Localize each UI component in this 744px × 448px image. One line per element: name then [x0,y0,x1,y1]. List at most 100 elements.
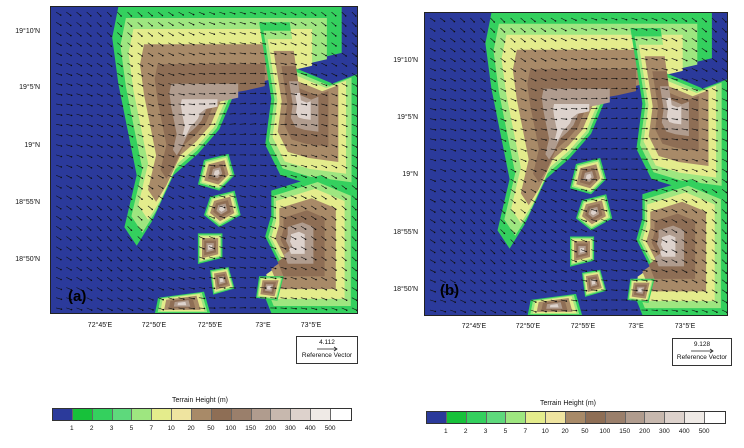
wind-vector-head [555,310,557,313]
wind-vector-head [585,127,588,130]
wind-vector [701,269,707,274]
wind-vector-head [493,262,496,265]
wind-vector [147,52,153,57]
wind-vector-head [483,60,486,63]
wind-vector-head [565,118,568,120]
wind-vector [550,68,557,71]
wind-vector-head [141,259,143,262]
wind-vector [249,123,256,125]
wind-vector [260,185,266,187]
wind-vector-head [60,114,63,116]
wind-vector-head [595,68,598,70]
wind-vector [117,32,122,37]
wind-vector [137,52,143,57]
wind-vector-head [324,228,327,231]
wind-vector-head [100,198,102,201]
terrain-contour [295,93,311,120]
wind-vector-head [284,207,287,209]
wind-vector [147,83,154,86]
wind-vector [86,42,92,47]
wind-vector-head [666,309,668,312]
wind-vector [500,108,506,112]
wind-vector-head [493,51,496,53]
wind-vector-head [335,279,338,281]
wind-vector-head [725,70,727,73]
wind-vector-head [585,230,587,233]
wind-vector [439,27,445,32]
wind-vector [439,219,445,223]
wind-vector [691,259,697,263]
wind-vector [321,73,327,76]
wind-vector-head [706,150,708,152]
wind-vector [290,246,296,250]
wind-vector [601,117,607,119]
wind-vector-head [345,309,348,312]
wind-vector [721,88,727,92]
wind-vector-head [514,80,517,82]
wind-vector [540,138,547,141]
wind-vector-head [120,35,123,37]
wind-vector-head [315,278,317,281]
wind-vector-head [575,158,578,161]
wind-vector [530,148,536,151]
wind-vector-head [524,262,526,264]
wind-vector-head [60,308,63,311]
wind-vector [341,164,347,169]
wind-vector-head [213,154,216,157]
wind-vector-head [121,309,123,312]
wind-vector-head [234,82,236,85]
wind-vector [127,307,133,311]
terrain-contour [266,285,272,290]
wind-vector-head [686,139,688,141]
wind-vector-head [213,186,216,188]
colorbar-cell [132,409,153,420]
wind-vector [510,47,516,52]
wind-vector-head [130,219,133,221]
wind-vector-head [355,229,357,231]
wind-vector-head [444,119,447,121]
wind-vector [671,229,677,233]
wind-vector-head [224,297,226,299]
wind-vector-head [223,277,226,280]
wind-vector [76,62,82,66]
wind-vector [520,108,526,111]
wind-vector [55,277,62,280]
wind-vector-head [304,14,307,16]
wind-vector [260,175,266,177]
wind-vector-head [141,156,144,159]
wind-vector-head [605,48,608,51]
wind-vector-head [234,247,236,249]
wind-vector [711,178,717,183]
wind-vector-head [696,160,698,162]
wind-vector [86,297,92,301]
wind-vector [470,178,476,183]
wind-vector [701,219,707,224]
wind-vector-head [152,299,154,301]
wind-vector [55,52,62,56]
wind-vector-head [274,196,277,199]
wind-vector [510,148,516,152]
wind-vector-head [666,98,668,100]
wind-vector-head [101,135,103,138]
wind-vector [168,277,174,280]
wind-vector-head [686,129,688,131]
lat-label: 19°N [24,142,40,149]
wind-vector [661,309,668,311]
wind-vector [300,124,307,126]
wind-vector [530,138,537,141]
wind-vector-head [203,307,206,310]
wind-vector-head [575,148,578,151]
wind-vector-head [473,201,476,204]
wind-vector [530,37,536,42]
wind-vector-head [79,14,82,17]
wind-vector-head [315,74,318,76]
wind-vector-head [131,299,134,302]
wind-vector [500,259,505,264]
wind-vector-head [315,268,317,271]
wind-vector-head [345,177,348,180]
wind-vector-head [715,60,718,63]
wind-vector-head [666,159,668,161]
wind-vector-head [575,118,578,120]
wind-vector [117,124,123,127]
wind-vector-head [90,299,93,301]
